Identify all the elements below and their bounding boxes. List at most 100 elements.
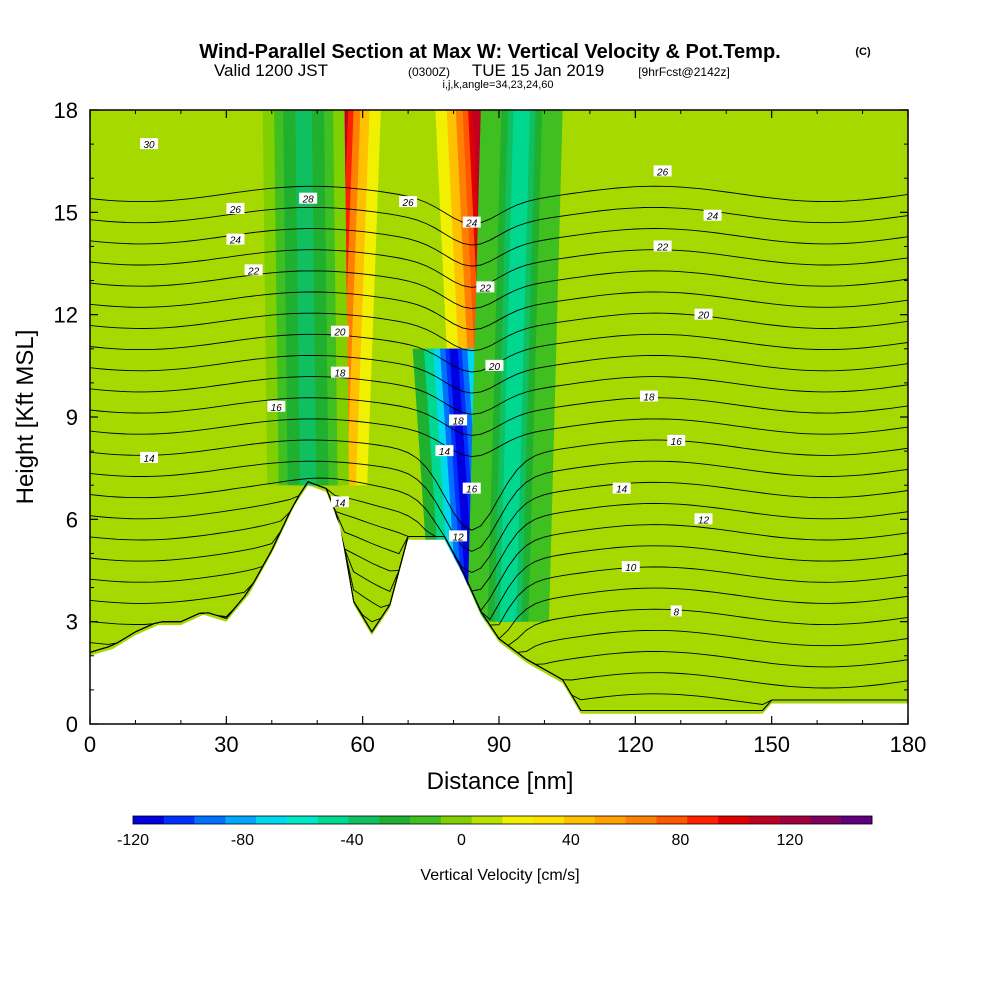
downdraft-band-3-5	[299, 110, 313, 486]
colorbar-swatch-20	[748, 816, 780, 824]
contour-label-18-16: 18	[639, 390, 658, 404]
isentrope-20	[90, 460, 908, 552]
contour-label-12-25: 12	[694, 513, 713, 526]
y-axis: 0 3 6 9 12 15 18	[54, 98, 908, 737]
y-tick-label-6: 6	[66, 507, 78, 532]
colorbar-swatch-2	[194, 816, 226, 824]
svg-text:28: 28	[302, 195, 315, 206]
subtitle-grid-indices: i,j,k,angle=34,23,24,60	[442, 79, 553, 91]
isentrope-29	[90, 270, 908, 309]
svg-text:18: 18	[643, 393, 655, 404]
svg-text:20: 20	[697, 311, 710, 322]
colorbar-tick-label-2: -40	[340, 832, 363, 849]
isentrope-33	[90, 185, 908, 225]
contour-label-22-9: 22	[476, 281, 495, 294]
colorbar-swatch-18	[687, 816, 719, 824]
svg-text:16: 16	[671, 437, 683, 448]
y-tick-label-9: 9	[66, 405, 78, 430]
subtitle-valid: Valid 1200 JST	[214, 61, 328, 80]
isentrope-25	[90, 354, 908, 394]
svg-text:26: 26	[229, 205, 242, 216]
svg-text:16: 16	[271, 403, 283, 414]
contour-label-16-18: 16	[462, 482, 481, 496]
contour-label-16-17: 16	[267, 400, 286, 414]
colorbar-tick-label-1: -80	[231, 832, 254, 849]
isentrope-24	[90, 376, 908, 415]
colorbar-tick-label-3: 0	[457, 832, 466, 849]
colorbar-swatch-22	[810, 816, 842, 824]
svg-text:30: 30	[144, 140, 156, 151]
x-tick-label-180: 180	[890, 732, 927, 757]
contour-label-8-27: 8	[670, 605, 682, 618]
colorbar-swatch-1	[163, 816, 195, 824]
svg-text:16: 16	[466, 485, 478, 496]
y-tick-label-15: 15	[54, 200, 78, 225]
isentrope-14	[90, 481, 908, 640]
contour-label-20-13: 20	[694, 308, 713, 322]
x-tick-label-60: 60	[350, 732, 374, 757]
colorbar-swatch-5	[286, 816, 319, 824]
colorbar-swatch-6	[317, 816, 349, 824]
svg-text:8: 8	[673, 607, 679, 618]
contour-label-10-26: 10	[621, 561, 640, 574]
x-tick-label-30: 30	[214, 732, 238, 757]
colorbar-swatch-12	[502, 816, 534, 824]
contour-label-30-0: 30	[140, 138, 159, 151]
isentrope-23	[90, 397, 908, 436]
svg-text:14: 14	[439, 447, 451, 458]
colorbar-tick-label-4: 40	[562, 832, 580, 849]
colorbar-swatch-17	[656, 816, 688, 824]
svg-text:18: 18	[453, 416, 465, 427]
svg-text:24: 24	[229, 236, 242, 247]
x-tick-label-90: 90	[487, 732, 511, 757]
svg-text:22: 22	[247, 266, 260, 277]
x-tick-label-120: 120	[617, 732, 654, 757]
contour-label-26-3: 26	[399, 196, 418, 209]
svg-text:12: 12	[453, 532, 465, 543]
x-axis: 0 30 60 90 120 150 180	[84, 110, 926, 757]
svg-text:20: 20	[333, 328, 346, 339]
y-tick-label-0: 0	[66, 712, 78, 737]
svg-text:24: 24	[706, 212, 719, 223]
isentrope-15	[90, 481, 908, 626]
svg-text:10: 10	[625, 563, 637, 574]
terrain-mask	[90, 485, 908, 724]
x-tick-label-150: 150	[753, 732, 790, 757]
svg-text:22: 22	[479, 283, 492, 294]
isentrope-22	[90, 418, 908, 458]
colorbar-swatch-21	[779, 816, 811, 824]
isentrope-16	[90, 481, 908, 621]
colorbar-swatch-4	[256, 816, 288, 824]
colorbar-swatch-14	[564, 816, 596, 824]
contour-label-20-11: 20	[330, 325, 349, 339]
svg-text:24: 24	[465, 219, 478, 230]
contour-label-22-8: 22	[244, 264, 263, 277]
colorbar-swatch-0	[133, 816, 165, 824]
isentrope-31	[90, 228, 908, 267]
colorbar-swatch-8	[379, 816, 411, 824]
colorbar-swatch-9	[410, 816, 442, 824]
colorbar-tick-label-0: -120	[117, 832, 149, 849]
svg-text:22: 22	[656, 242, 669, 253]
contour-label-26-4: 26	[653, 165, 672, 178]
contour-label-24-6: 24	[462, 216, 481, 230]
contour-label-22-10: 22	[653, 240, 672, 253]
svg-text:18: 18	[334, 369, 346, 380]
contour-label-26-2: 26	[226, 202, 245, 216]
y-tick-label-3: 3	[66, 610, 78, 635]
svg-text:14: 14	[616, 485, 628, 496]
isentrope-18	[90, 481, 908, 592]
contour-labels: 30 28 26 26 26 24 24 24 22 22 22 20 20 20 18 18 18 16 16 16…	[140, 138, 722, 618]
y-tick-label-12: 12	[54, 303, 78, 328]
isentrope-19	[90, 477, 908, 574]
isentrope-27	[90, 312, 908, 352]
contour-label-14-20: 14	[140, 451, 159, 465]
colorbar-swatch-19	[718, 816, 750, 824]
isentrope-21	[90, 439, 908, 531]
colorbar-swatch-13	[533, 816, 565, 824]
downdraft-band-4-5	[503, 110, 526, 622]
contour-label-16-19: 16	[667, 434, 686, 448]
svg-text:12: 12	[698, 515, 710, 526]
contour-label-12-24: 12	[449, 530, 468, 543]
plot-area: 30 28 26 26 26 24 24 24 22 22 22 20 20 20 18 18 18 16 16 16…	[90, 110, 908, 724]
